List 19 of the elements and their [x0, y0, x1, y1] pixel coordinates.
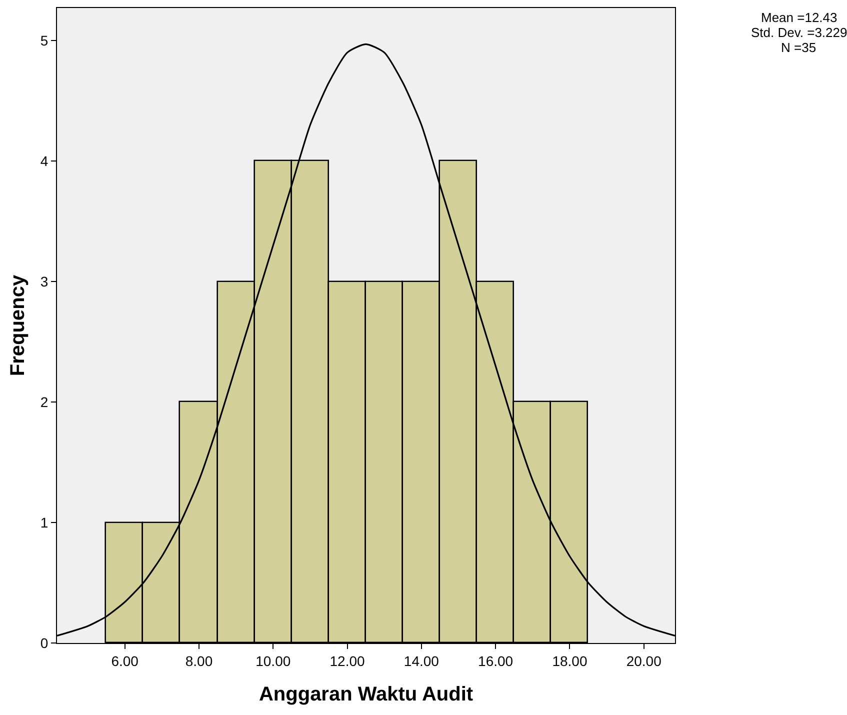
text: Mean =12.43	[761, 10, 838, 25]
y-tick-label: 3	[40, 273, 48, 290]
x-tick-label: 8.00	[185, 652, 213, 669]
text: Std. Dev. =3.229	[751, 25, 847, 40]
x-axis-title: Anggaran Waktu Audit	[258, 683, 474, 706]
y-tick-label: 0	[40, 634, 48, 651]
x-tick-label: 20.00	[626, 652, 662, 669]
x-tick-label: 18.00	[552, 652, 588, 669]
x-tick-label: 14.00	[404, 652, 440, 669]
y-tick-label: 5	[40, 32, 48, 48]
y-axis-title: Frequency	[6, 274, 29, 376]
y-tick-label: 2	[40, 394, 48, 410]
y-tick-label: 1	[40, 514, 48, 530]
y-tick-label: 4	[40, 152, 48, 169]
x-tick-label: 6.00	[111, 652, 139, 669]
x-tick-label: 12.00	[330, 652, 366, 669]
x-tick-label: 16.00	[478, 652, 514, 669]
text: N =35	[781, 40, 816, 55]
x-tick-label: 10.00	[256, 652, 291, 669]
